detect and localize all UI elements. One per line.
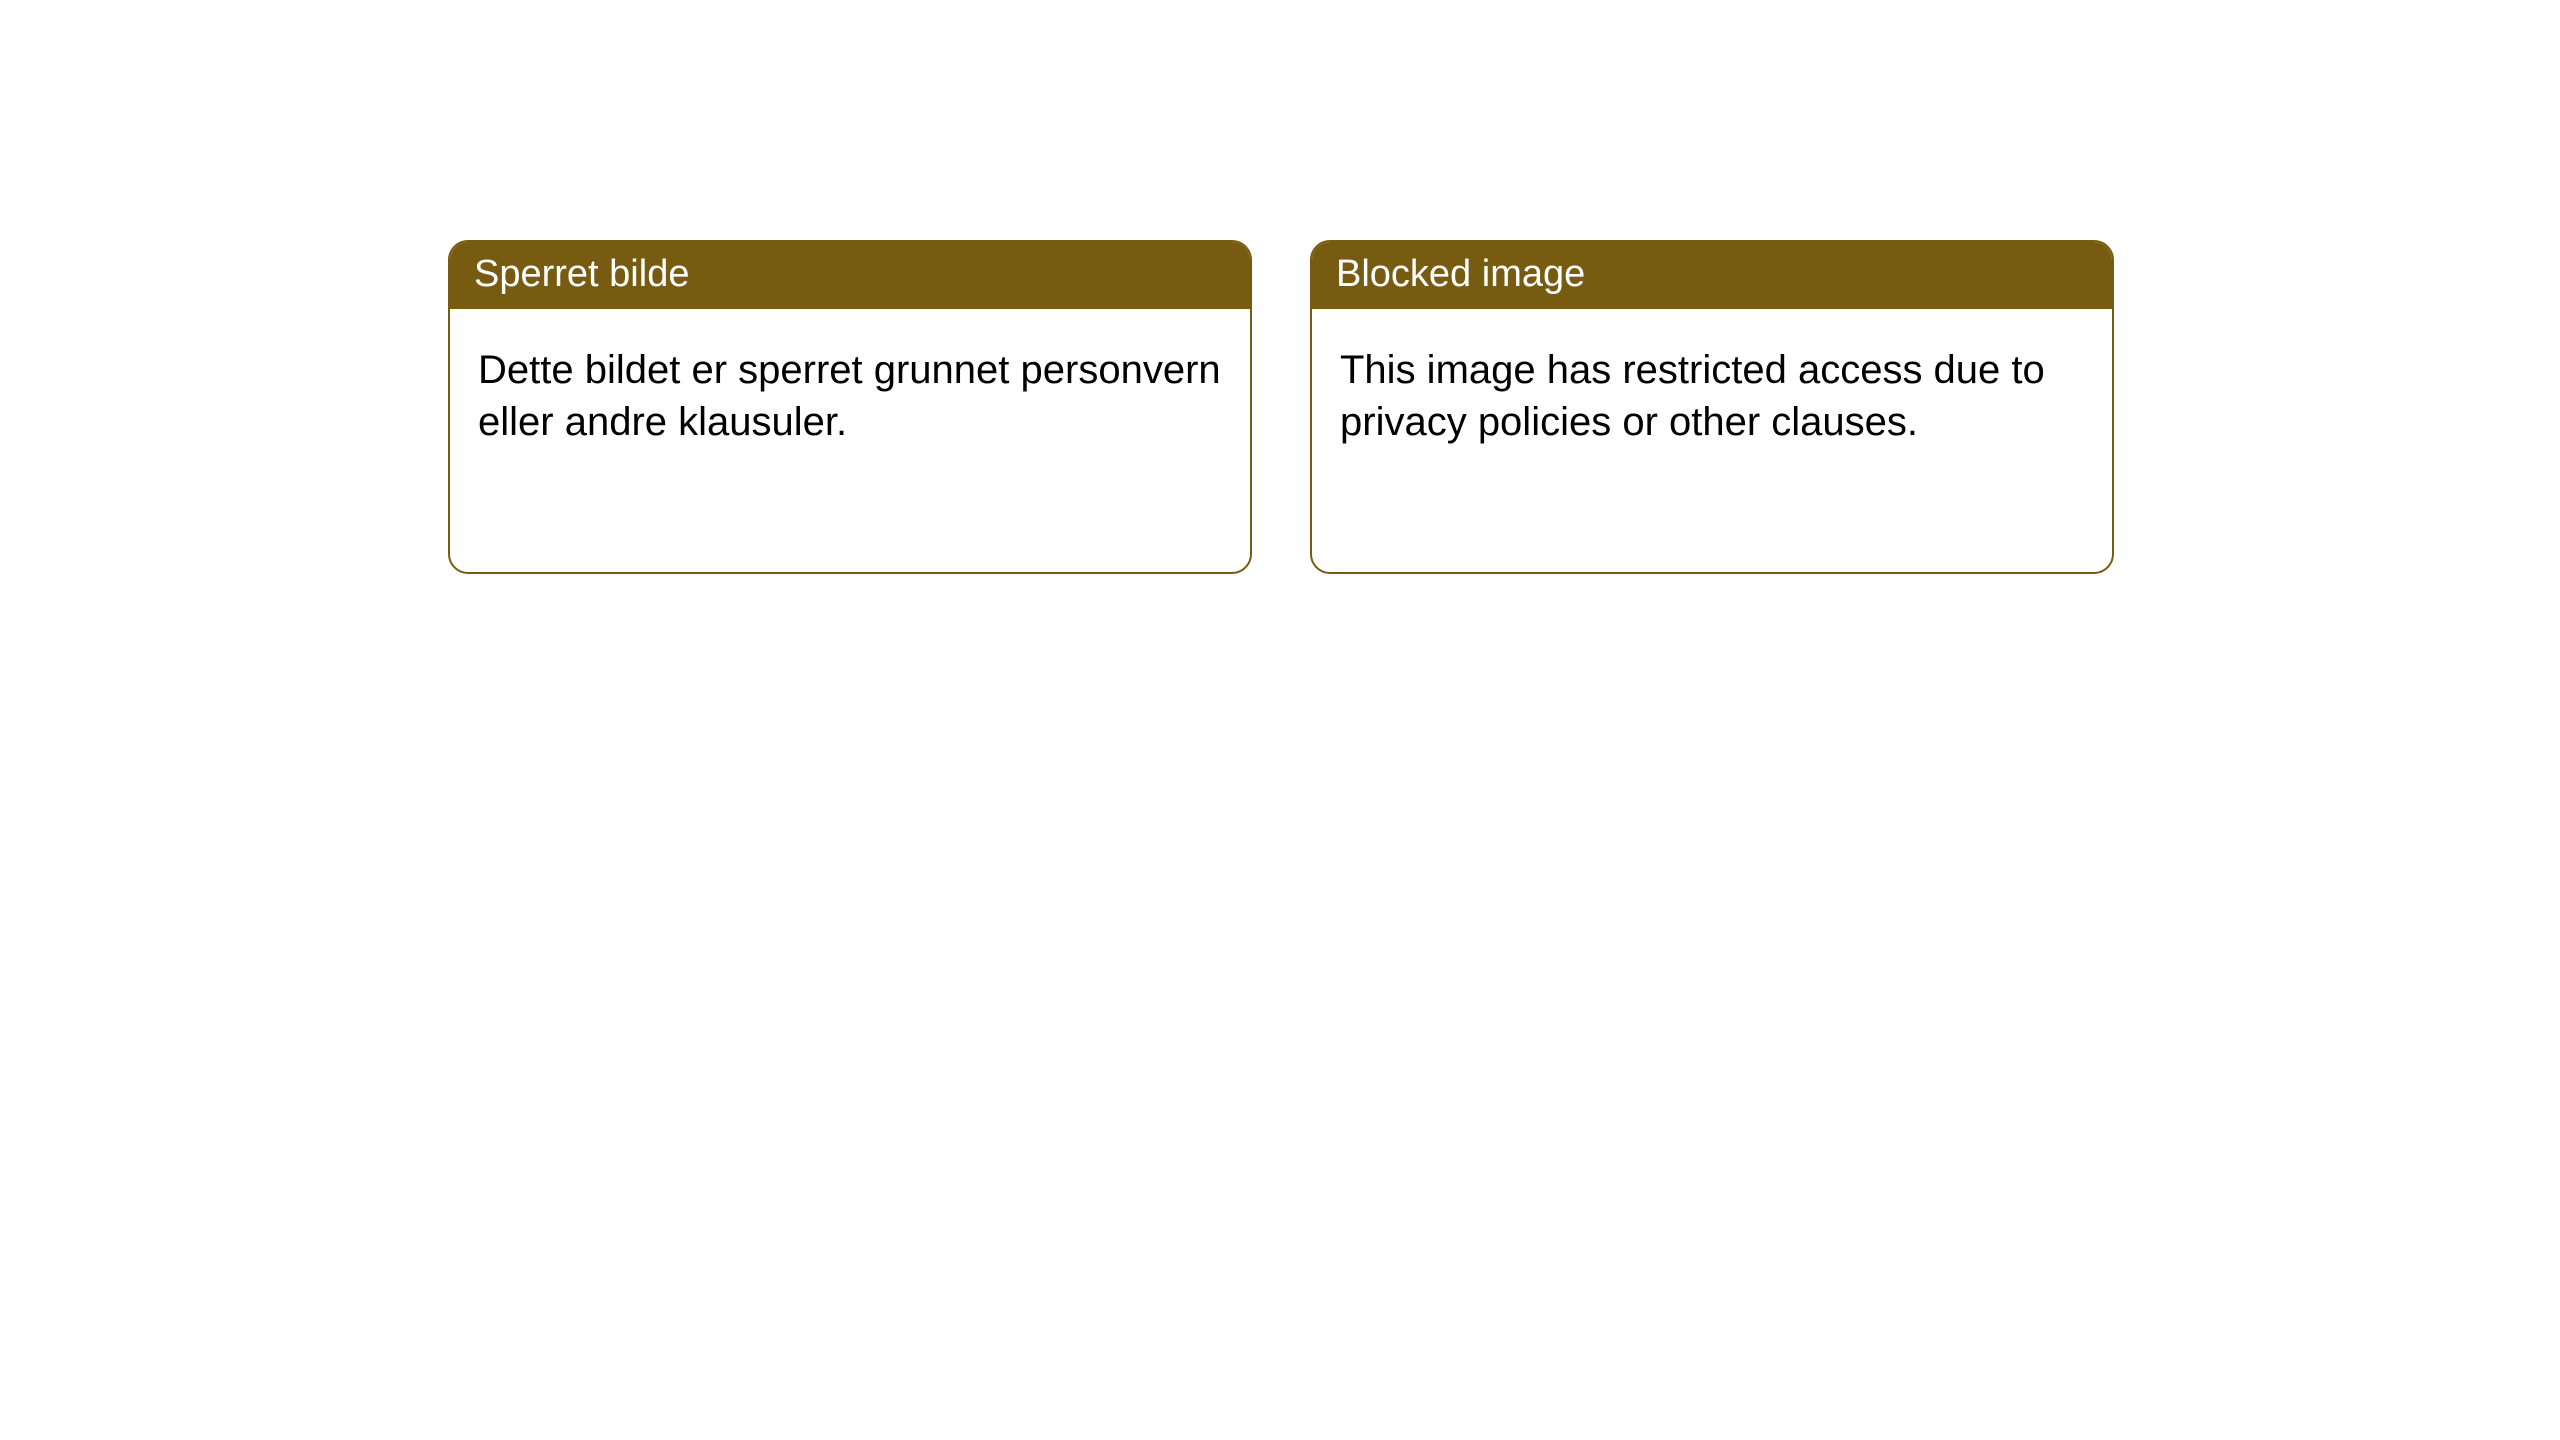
notice-card-english: Blocked image This image has restricted … [1310,240,2114,574]
notice-body: This image has restricted access due to … [1312,309,2112,469]
notice-title: Blocked image [1312,242,2112,309]
notice-title: Sperret bilde [450,242,1250,309]
notice-body: Dette bildet er sperret grunnet personve… [450,309,1250,469]
notice-card-norwegian: Sperret bilde Dette bildet er sperret gr… [448,240,1252,574]
notice-container: Sperret bilde Dette bildet er sperret gr… [0,0,2560,574]
